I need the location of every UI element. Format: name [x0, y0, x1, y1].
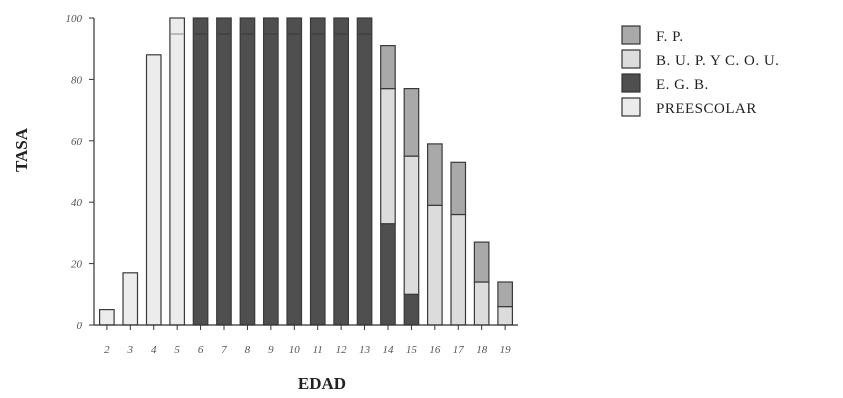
bar-8-series-1 — [239, 17, 256, 326]
legend-swatch-2 — [621, 73, 641, 93]
bar-11-series-1 — [309, 17, 326, 326]
bar-18-series-3 — [473, 241, 490, 283]
bar-15-series-1 — [403, 293, 420, 326]
y-tick-label-0: 0 — [77, 320, 83, 332]
x-tick-label-2: 2 — [104, 344, 110, 356]
bar-15-series-2 — [403, 155, 420, 295]
bar-9-series-1 — [263, 17, 279, 326]
legend-swatch-1 — [621, 49, 641, 69]
x-tick-label-11: 11 — [313, 344, 323, 356]
x-axis-title: EDAD — [298, 374, 346, 393]
x-tick-label-6: 6 — [198, 344, 204, 356]
legend-label-2: E. G. B. — [656, 77, 709, 93]
x-tick-label-4: 4 — [151, 344, 157, 356]
legend: F. P. B. U. P. Y C. O. U. E. G. B. PREESCOL… — [621, 25, 779, 117]
legend-label-1: B. U. P. Y C. O. U. — [656, 53, 779, 69]
y-axis-title: TASA — [12, 127, 31, 172]
y-tick-label-80: 80 — [71, 74, 83, 86]
bar-17-series-2 — [450, 213, 467, 326]
bar-6-series-1 — [192, 17, 209, 326]
x-tick-label-7: 7 — [221, 344, 227, 356]
x-tick-label-19: 19 — [500, 344, 512, 356]
bar-18-series-2 — [473, 281, 490, 326]
bar-13-series-1 — [356, 17, 373, 326]
bar-15-series-3 — [403, 87, 420, 157]
x-tick-label-15: 15 — [406, 344, 418, 356]
x-tick-label-12: 12 — [336, 344, 348, 356]
x-tick-label-5: 5 — [174, 344, 180, 356]
x-tick-label-9: 9 — [268, 344, 274, 356]
ticks-layer: 0 20 40 60 80 100 2 3 4 5 6 7 8 9 10 11 12 13 14 15 16 17 18 19 — [66, 13, 512, 356]
bar-14-series-2 — [380, 87, 396, 225]
bars-layer — [98, 17, 513, 326]
bar-16-series-2 — [427, 204, 443, 326]
x-tick-label-10: 10 — [289, 344, 301, 356]
y-tick-label-60: 60 — [71, 136, 83, 148]
legend-swatch-3 — [621, 97, 641, 117]
legend-swatch-0 — [621, 25, 641, 45]
x-tick-label-16: 16 — [429, 344, 441, 356]
axes-layer — [93, 18, 518, 326]
bar-7-series-1 — [216, 17, 232, 326]
bar-2-series-0 — [98, 309, 115, 326]
x-tick-label-3: 3 — [127, 344, 134, 356]
bar-19-series-3 — [497, 281, 513, 308]
bar-3-series-0 — [122, 272, 139, 326]
bar-12-series-1 — [333, 17, 349, 326]
bar-4-series-0 — [145, 54, 162, 326]
legend-label-0: F. P. — [656, 29, 684, 45]
y-tick-label-100: 100 — [66, 13, 83, 25]
x-tick-label-17: 17 — [453, 344, 465, 356]
legend-label-3: PREESCOLAR — [656, 101, 757, 117]
bar-17-series-3 — [450, 161, 467, 216]
bar-14-series-3 — [380, 44, 396, 90]
x-tick-label-18: 18 — [476, 344, 488, 356]
x-tick-label-14: 14 — [382, 344, 394, 356]
y-tick-label-20: 20 — [71, 259, 83, 271]
bar-19-series-2 — [497, 306, 513, 326]
bar-16-series-3 — [427, 143, 443, 206]
bar-10-series-1 — [286, 17, 303, 326]
x-tick-label-8: 8 — [245, 344, 251, 356]
bar-5-series-0 — [169, 17, 185, 326]
y-tick-label-40: 40 — [71, 197, 83, 209]
x-tick-label-13: 13 — [359, 344, 371, 356]
bar-14-series-1 — [380, 223, 396, 326]
